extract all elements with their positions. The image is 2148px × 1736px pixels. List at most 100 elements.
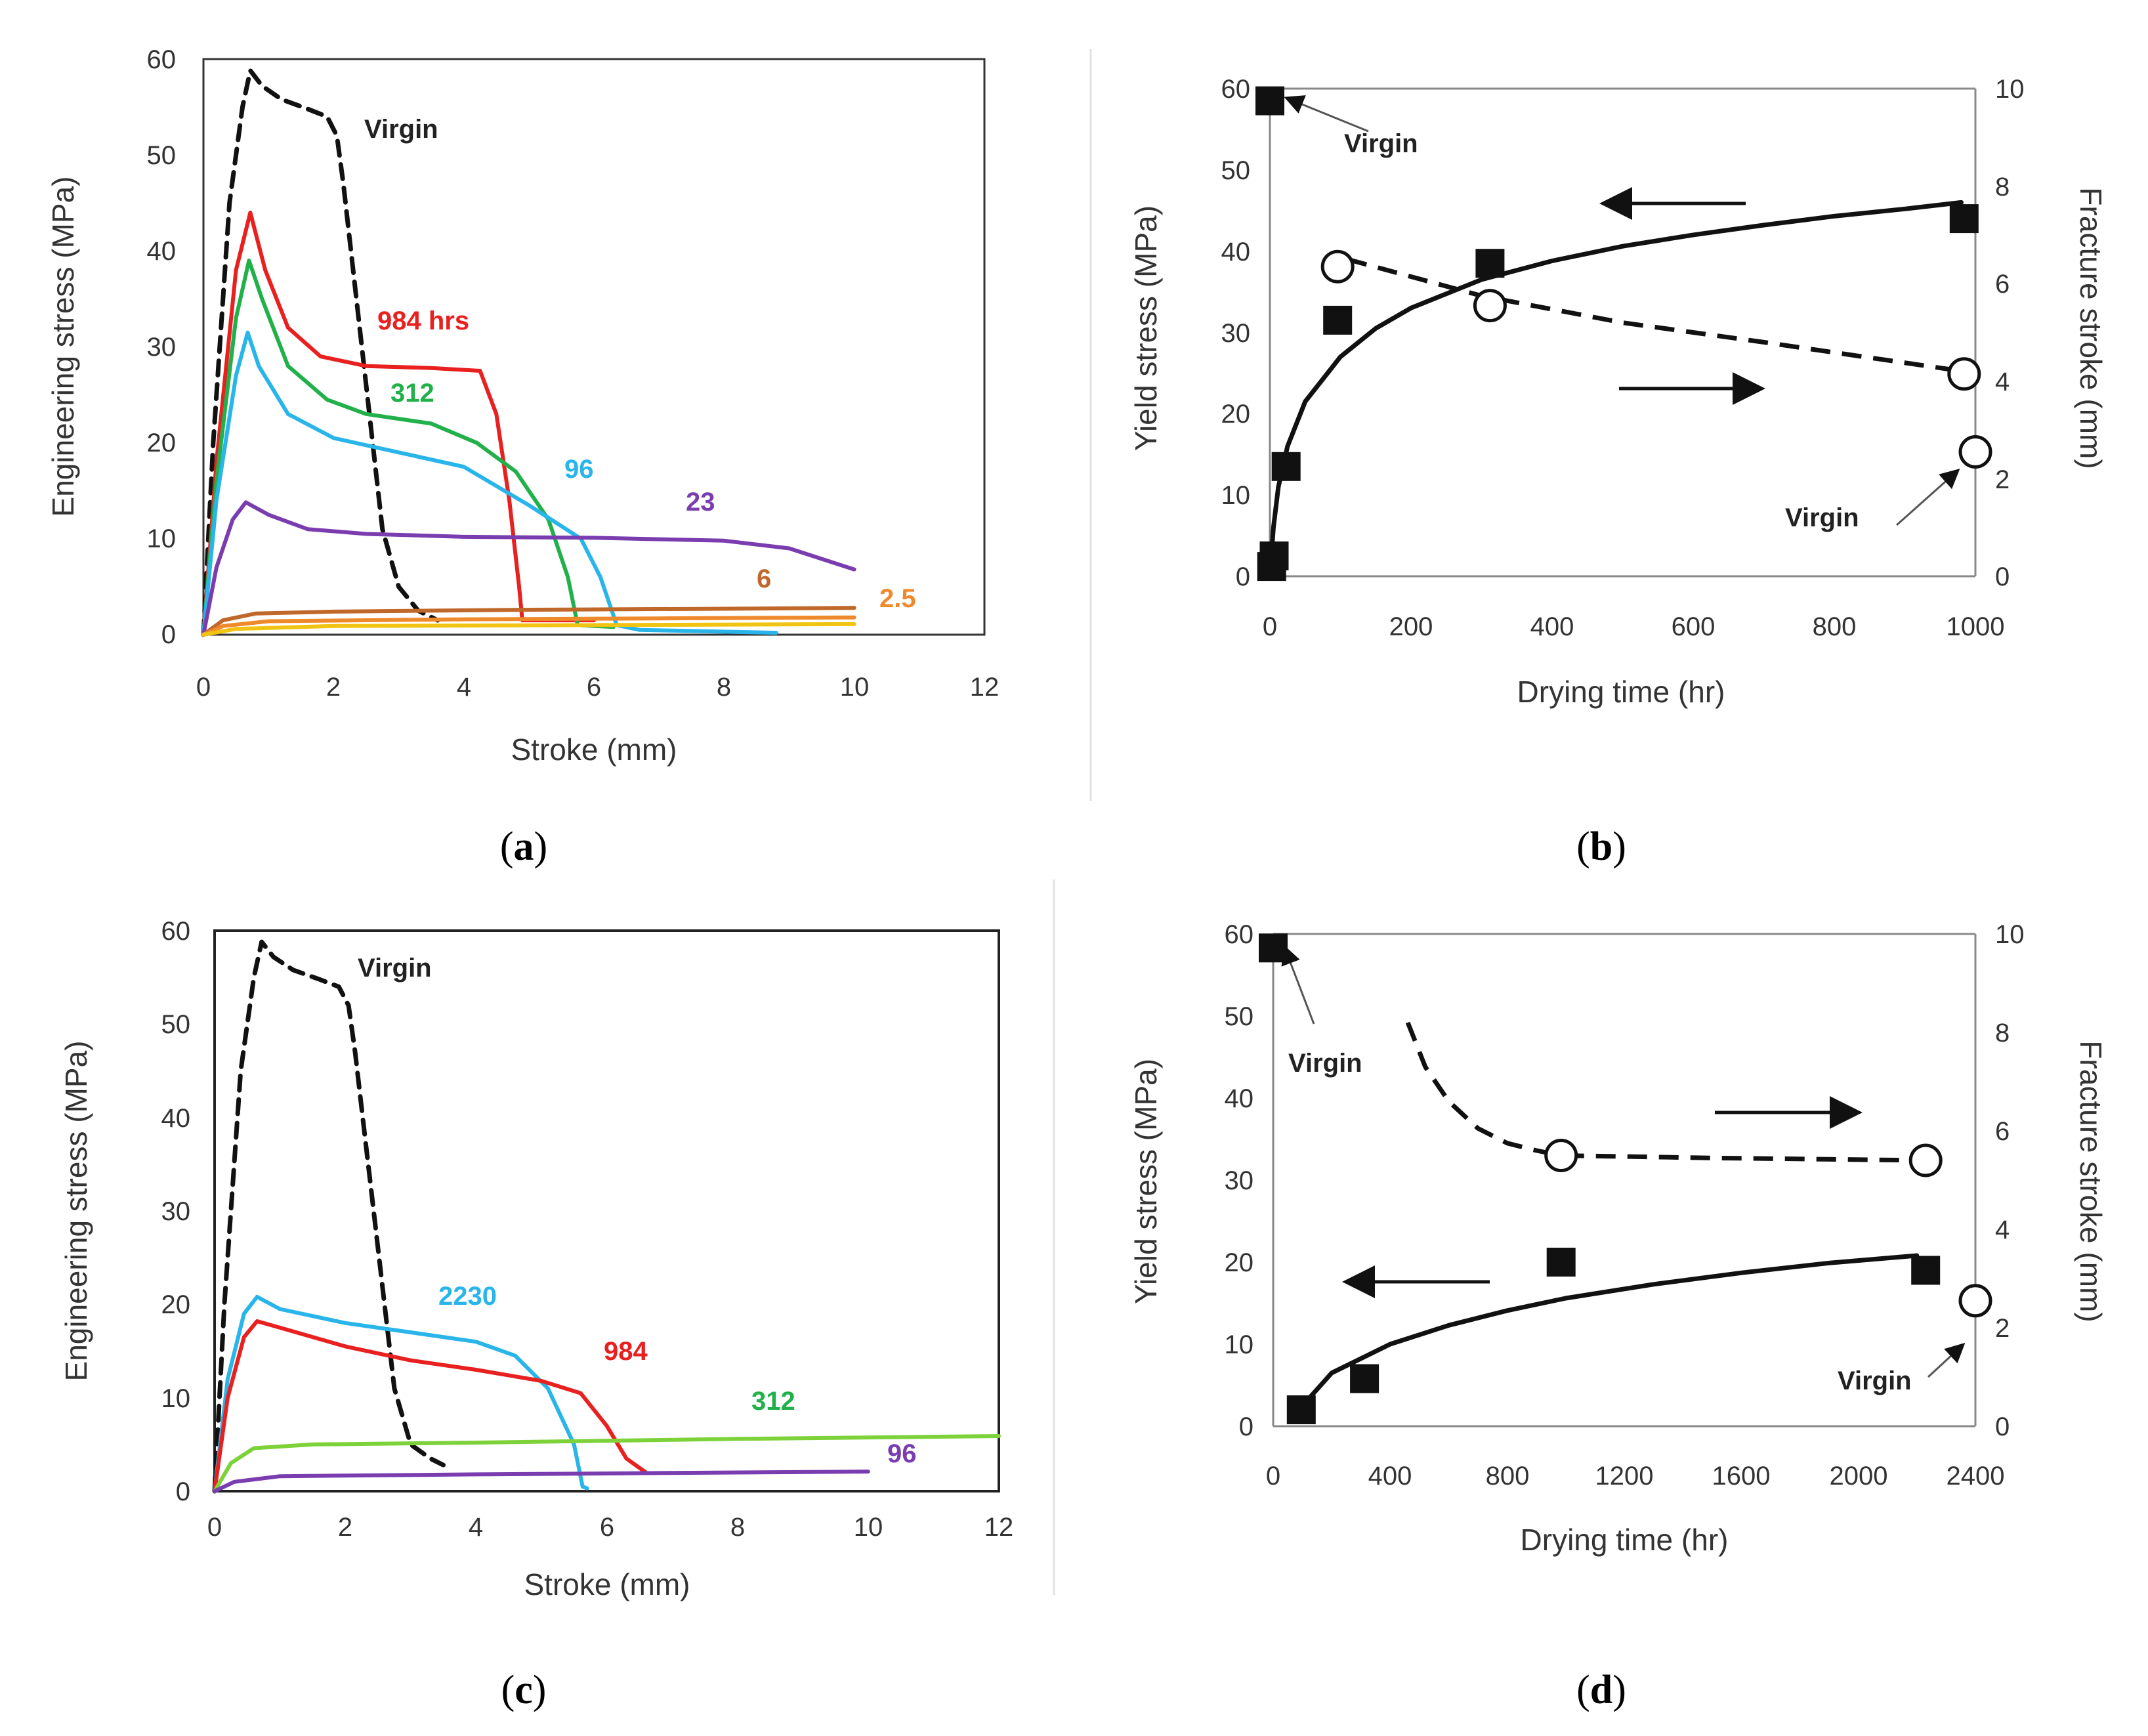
series-line-c-984-2 [213,1319,648,1493]
y2-tick-labels-d: 0 2 4 6 8 10 [1995,920,2025,1441]
y-tick-labels-a: 0 10 20 30 40 50 60 [147,45,177,649]
y-tick-d-0: 0 [1239,1412,1253,1441]
annotation-d-virgin-yield: Virgin [1288,1049,1362,1078]
fracture-point-d-0 [1544,1139,1578,1172]
y-tick-a-0: 0 [161,620,176,649]
y-tick-b-10: 10 [1221,481,1251,510]
pointer-d-virgin-fracture [1927,1342,1966,1378]
x-tick-labels-b: 0 200 400 600 800 1000 [1263,612,2005,641]
x-tick-labels-a: 0 2 4 6 8 10 12 [196,673,999,702]
series-group-b [1255,86,1992,582]
y-tick-labels-d: 0 10 20 30 40 50 60 [1225,920,1254,1441]
series-line-a-23-4 [201,500,856,637]
x-tick-c-2: 2 [338,1513,352,1542]
fracture-point-b-1 [1473,289,1507,323]
yield-point-b-5 [1475,249,1505,278]
x-tick-d-0: 0 [1266,1462,1280,1491]
x-tick-d-2000: 2000 [1830,1462,1888,1491]
series-group-a [201,68,856,637]
y-axis-label-b: Yield stress (MPa) [1129,205,1163,451]
y2-tick-labels-b: 0 2 4 6 8 10 [1995,75,2025,591]
fracture-point-b-0 [1320,249,1355,284]
y-tick-c-60: 60 [161,917,191,946]
y2-tick-b-2: 2 [1995,465,2010,494]
y-tick-c-10: 10 [161,1384,191,1413]
x-tick-a-10: 10 [840,673,870,702]
yield-point-b-2 [1259,541,1289,570]
y-tick-d-10: 10 [1225,1330,1254,1359]
series-line-a-virgin-0 [201,68,440,637]
fracture-fit-line-d [1405,1021,1926,1163]
y-axis-label-a: Engineering stress (MPa) [46,177,80,517]
x-axis-label-b: Drying time (hr) [1517,675,1725,709]
fracture-point-b-2 [1947,357,1981,391]
x-tick-c-0: 0 [207,1513,222,1542]
series-line-c-virgin-0 [212,939,446,1494]
y-tick-d-60: 60 [1225,920,1254,949]
y-tick-a-50: 50 [147,141,177,170]
series-line-c-96-4 [213,1470,870,1493]
pointer-d-virgin-yield [1281,944,1315,1025]
y2-tick-b-10: 10 [1995,75,2025,104]
fracture-point-b-3 [1958,435,1992,469]
y-axis-label-c: Engineering stress (MPa) [59,1041,93,1382]
yield-point-d-1 [1286,1395,1316,1424]
y-tick-labels-c: 0 10 20 30 40 50 60 [161,917,191,1506]
y-tick-a-20: 20 [147,429,177,457]
panel-label-b: (b) [1576,824,1626,869]
x-tick-a-6: 6 [587,673,601,702]
y-axis-label-d: Yield stress (MPa) [1129,1059,1163,1304]
y2-tick-b-4: 4 [1995,368,2010,396]
series-line-a-96-3 [201,330,778,637]
y-tick-c-20: 20 [161,1290,191,1319]
annotation-a-6: 6 [757,564,771,593]
y-tick-b-40: 40 [1221,238,1251,266]
x-tick-c-8: 8 [730,1513,745,1542]
series-line-c-2230-1 [213,1294,589,1493]
y-tick-b-60: 60 [1221,75,1251,104]
series-line-a-2-5-6 [201,615,856,637]
x-tick-d-1600: 1600 [1712,1462,1771,1491]
annotation-b-virgin-fracture: Virgin [1785,503,1859,532]
y-tick-labels-b: 0 10 20 30 40 50 60 [1221,75,1251,591]
y-tick-a-30: 30 [147,333,177,362]
y-tick-a-40: 40 [147,237,177,266]
yield-point-b-0 [1255,86,1284,116]
annotation-b-virgin-yield: Virgin [1344,129,1418,158]
series-group-d [1259,933,1992,1424]
y2-tick-b-6: 6 [1995,270,2010,299]
annotation-d-virgin-fracture: Virgin [1838,1366,1912,1395]
fracture-point-d-1 [1908,1143,1943,1177]
panel-label-b-letter: b [1590,824,1612,869]
annotation-c-312: 312 [751,1387,795,1416]
panel-a: 0 10 20 30 40 50 60 0 2 4 6 8 10 12 Stro… [46,45,999,869]
y2-axis-label-b: Fracture stroke (mm) [2074,187,2108,469]
y2-axis-label-d: Fracture stroke (mm) [2074,1040,2108,1322]
annotation-c-2230: 2230 [438,1282,497,1311]
y-tick-c-40: 40 [161,1104,191,1133]
annotation-c-virgin: Virgin [358,954,432,983]
x-axis-label-c: Stroke (mm) [524,1567,690,1601]
y-tick-b-0: 0 [1236,562,1250,591]
y-tick-d-40: 40 [1225,1084,1254,1113]
x-tick-c-6: 6 [600,1513,614,1542]
annotation-c-96: 96 [887,1439,917,1468]
x-tick-c-10: 10 [854,1513,883,1542]
panel-label-d-letter: d [1590,1668,1612,1712]
x-tick-b-1000: 1000 [1947,612,2005,641]
annotations-a: Virgin 984 hrs 312 96 23 6 2.5 [364,115,916,613]
series-group-c [212,939,1001,1494]
annotation-a-virgin: Virgin [364,115,438,144]
x-tick-labels-d: 0 400 800 1200 1600 2000 2400 [1266,1462,2005,1491]
x-axis-label-a: Stroke (mm) [511,732,677,767]
panel-c: 0 10 20 30 40 50 60 0 2 4 6 8 10 12 Stro… [59,917,1013,1712]
panel-label-a-letter: a [514,824,534,869]
fracture-fit-line-b [1347,257,1965,374]
panel-b: 0 10 20 30 40 50 60 0 2 4 6 8 10 0 200 4… [1129,75,2108,869]
y2-tick-d-4: 4 [1995,1216,2010,1244]
y-tick-d-20: 20 [1225,1248,1254,1277]
y-tick-a-60: 60 [147,45,177,74]
x-axis-label-d: Drying time (hr) [1521,1523,1729,1557]
x-tick-b-400: 400 [1530,612,1574,641]
x-tick-b-0: 0 [1263,612,1277,641]
